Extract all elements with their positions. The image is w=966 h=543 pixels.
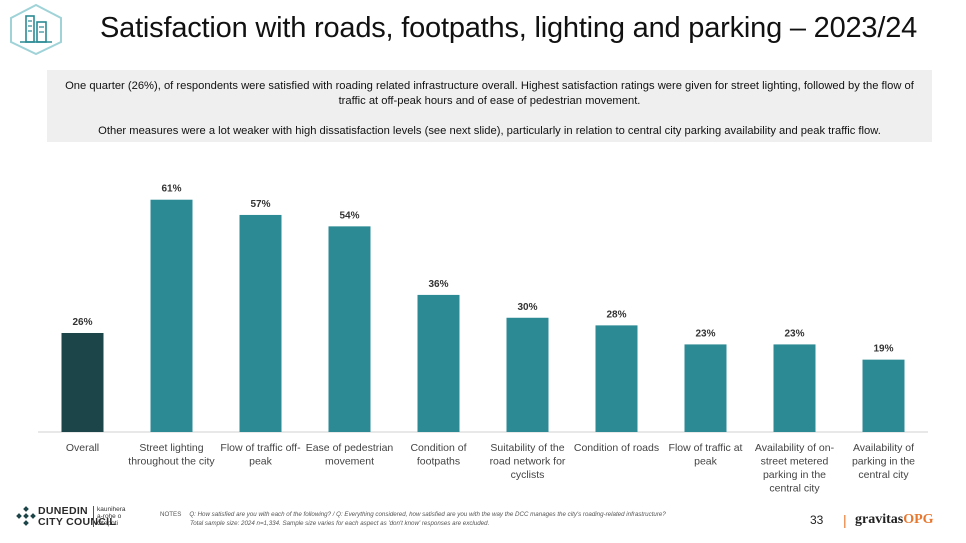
bar-value-label-9: 19% (873, 344, 893, 355)
bar-3 (328, 226, 371, 432)
bar-value-label-4: 36% (428, 279, 448, 290)
notes-line-2: Total sample size: 2024 n=1,334. Sample … (190, 520, 490, 527)
footnotes: NOTES Q: How satisfied are you with each … (160, 510, 666, 528)
footer-separator: | (843, 512, 847, 528)
summary-box: One quarter (26%), of respondents were s… (47, 70, 932, 142)
notes-line-1: Q: How satisfied are you with each of th… (189, 511, 666, 518)
category-label-9: Availability of parking in the central cit… (852, 442, 915, 481)
category-label-7: Flow of traffic at peak (669, 442, 743, 468)
bar-8 (773, 344, 816, 432)
dcc-maori-line3: Ōtepoti (97, 520, 118, 527)
footer: DUNEDIN CITY COUNCIL kaunihera a-rohe o … (0, 500, 966, 543)
category-label-3: Ease of pedestrian movement (306, 442, 394, 468)
bar-1 (150, 199, 193, 432)
category-label-2: Flow of traffic off-peak (220, 442, 301, 468)
bar-value-label-1: 61% (161, 184, 181, 195)
dcc-maori-line1: kaunihera (97, 506, 126, 513)
bar-value-label-6: 28% (606, 309, 626, 320)
brand-main: gravitas (855, 512, 904, 527)
bar-value-label-7: 23% (695, 328, 715, 339)
bar-value-label-2: 57% (250, 199, 270, 210)
page-number: 33 (810, 513, 824, 527)
bar-value-label-8: 23% (784, 328, 804, 339)
summary-paragraph-1: One quarter (26%), of respondents were s… (65, 80, 914, 107)
dcc-maori-line2: a-rohe o (97, 513, 122, 520)
brand-accent: OPG (903, 512, 934, 527)
dcc-name: DUNEDIN CITY COUNCIL (38, 506, 116, 528)
bar-7 (684, 344, 727, 432)
notes-label: NOTES (160, 511, 182, 518)
category-label-6: Condition of roads (574, 442, 659, 454)
category-label-4: Condition of footpaths (410, 442, 466, 468)
bar-6 (595, 325, 638, 432)
category-label-0: Overall (66, 442, 99, 454)
category-label-8: Availability of on-street metered parking… (755, 442, 835, 495)
bar-9 (862, 359, 905, 432)
bar-5 (506, 317, 549, 432)
bar-value-label-0: 26% (72, 317, 92, 328)
gravitas-opg-logo: gravitasOPG (855, 512, 934, 528)
bar-2 (239, 214, 282, 432)
dcc-name-line1: DUNEDIN (38, 505, 88, 517)
dcc-building-logo (10, 3, 62, 56)
dcc-name-line2: CITY COUNCIL (38, 516, 117, 528)
summary-paragraph-2: Other measures were a lot weaker with hi… (98, 125, 881, 137)
satisfaction-bar-chart: 26% Overall 61% Street lighting throughout t… (38, 184, 928, 495)
bar-value-label-3: 54% (339, 210, 359, 221)
bar-0 (61, 332, 104, 432)
category-label-5: Suitability of the road network for cyclis… (490, 442, 566, 481)
bar-4 (417, 294, 460, 432)
bar-value-label-5: 30% (517, 302, 537, 313)
category-label-1: Street lighting throughout the city (128, 442, 215, 468)
page-title: Satisfaction with roads, footpaths, ligh… (100, 12, 918, 44)
dcc-emblem-icon (16, 506, 36, 526)
dcc-maori-name: kaunihera a-rohe o Ōtepoti (93, 506, 126, 527)
